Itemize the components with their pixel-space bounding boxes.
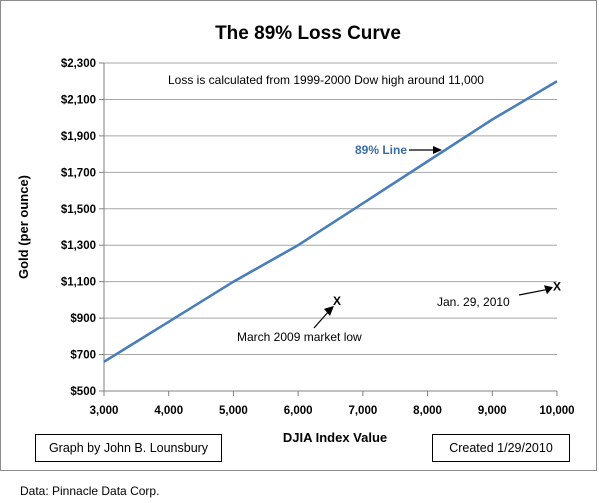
y-tick-label: $500 — [70, 386, 96, 398]
arrowhead-march-2009 — [323, 305, 334, 316]
x-marker-jan-2010: X — [553, 279, 561, 293]
credit-box-right: Created 1/29/2010 — [432, 434, 570, 462]
y-tick-label: $2,300 — [61, 58, 96, 70]
x-tick-label: 5,000 — [219, 405, 248, 417]
credit-box-left: Graph by John B. Lounsbury — [35, 434, 222, 462]
x-tick-label: 4,000 — [154, 405, 183, 417]
x-tick-label: 10,000 — [539, 405, 574, 417]
y-tick-label: $1,500 — [61, 204, 96, 216]
y-tick-labels: $2,300 $2,100 $1,900 $1,700 $1,500 $1,300 $1,1… — [61, 58, 96, 398]
x-marker-march-2009: X — [333, 294, 341, 308]
chart-title: The 89% Loss Curve — [215, 23, 401, 44]
arrowhead-jan-2010 — [544, 285, 553, 295]
data-source-note: Data: Pinnacle Data Corp. — [20, 484, 160, 498]
y-tick-label: $1,300 — [61, 240, 96, 252]
gridlines — [104, 62, 557, 356]
y-tick-label: $1,900 — [61, 131, 96, 143]
series-line-89-percent — [103, 80, 558, 363]
arrow-jan-2010 — [518, 288, 549, 296]
y-tick-label: $1,700 — [61, 167, 96, 179]
y-tick-label: $1,100 — [61, 277, 96, 289]
x-tick-label: 6,000 — [284, 405, 313, 417]
loss-note: Loss is calculated from 1999-2000 Dow hi… — [168, 73, 484, 87]
arrowhead-89-line — [433, 146, 442, 154]
y-tick-label: $2,100 — [61, 94, 96, 106]
series-group — [103, 80, 558, 363]
x-tick-label: 8,000 — [413, 405, 442, 417]
x-tick-label: 3,000 — [90, 405, 119, 417]
chart: The 89% Loss Curve $2,300 $2,100 $1,900 $1,… — [16, 23, 575, 445]
y-tick-label: $700 — [70, 350, 96, 362]
x-tick-label: 9,000 — [478, 405, 507, 417]
x-axis-label: DJIA Index Value — [283, 430, 387, 445]
line-label-89-percent: 89% Line — [355, 143, 407, 157]
x-tick-labels: 3,000 4,000 5,000 6,000 7,000 8,000 9,000 10,00… — [90, 405, 575, 417]
axes — [99, 62, 558, 396]
x-tick-label: 7,000 — [348, 405, 377, 417]
label-march-2009: March 2009 market low — [237, 330, 362, 344]
annotations: Loss is calculated from 1999-2000 Dow hi… — [168, 73, 561, 344]
arrow-march-2009 — [313, 309, 331, 329]
y-tick-label: $900 — [70, 313, 96, 325]
chart-frame: The 89% Loss Curve $2,300 $2,100 $1,900 $1,… — [0, 0, 597, 471]
label-jan-2010: Jan. 29, 2010 — [437, 295, 510, 309]
y-axis-label: Gold (per ounce) — [16, 175, 31, 279]
